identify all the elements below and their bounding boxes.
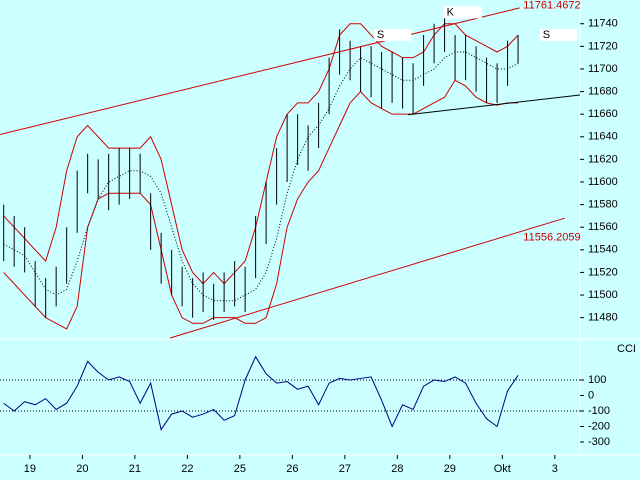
bollinger-middle (3, 51, 519, 302)
x-tick-label: 29 (444, 463, 456, 475)
annotation: S (543, 29, 550, 41)
y-tick-label: 11600 (588, 176, 618, 188)
trend-line (0, 7, 520, 136)
y-tick-label: 11680 (588, 85, 618, 97)
annotation-box (539, 28, 578, 41)
y-tick-label: 11700 (588, 63, 618, 75)
y-tick-label: 11540 (588, 244, 618, 256)
x-tick-label: 25 (234, 463, 246, 475)
annotation: 11761.4672 (523, 0, 580, 12)
bollinger-band (3, 79, 519, 330)
trend-line (169, 217, 565, 339)
x-tick-label: 20 (76, 463, 88, 475)
annotation: 11556.2059 (523, 231, 580, 243)
y-tick-label: 11520 (588, 266, 618, 278)
bollinger-band (3, 23, 519, 285)
y-tick-label: -200 (588, 420, 610, 432)
x-tick-label: 26 (286, 463, 298, 475)
x-tick-label: 3 (552, 463, 558, 475)
y-tick-label: 11480 (588, 312, 618, 324)
y-tick-label: 11720 (588, 40, 618, 52)
y-tick-label: 11620 (588, 153, 618, 165)
cci-title: CCI (617, 343, 636, 355)
y-tick-label: -100 (588, 405, 610, 417)
y-tick-label: -300 (588, 436, 610, 448)
x-tick-label: 28 (391, 463, 403, 475)
cci-line (3, 355, 519, 431)
x-tick-label: 19 (24, 463, 36, 475)
y-tick-label: 11560 (588, 221, 618, 233)
x-tick-label: Okt (494, 463, 511, 475)
y-tick-label: 0 (588, 389, 594, 401)
y-tick-label: 100 (588, 374, 606, 386)
annotation-box (443, 6, 482, 19)
y-tick-label: 11640 (588, 131, 618, 143)
y-tick-label: 11740 (588, 18, 618, 30)
annotation: S (377, 29, 384, 41)
annotation-box (373, 28, 412, 41)
y-tick-label: 11580 (588, 199, 618, 211)
x-tick-label: 27 (339, 463, 351, 475)
x-tick-label: 21 (129, 463, 141, 475)
trend-line (407, 94, 581, 116)
y-tick-label: 11500 (588, 289, 618, 301)
y-tick-label: 11660 (588, 108, 618, 120)
annotation: K (447, 6, 455, 18)
x-tick-label: 22 (181, 463, 193, 475)
